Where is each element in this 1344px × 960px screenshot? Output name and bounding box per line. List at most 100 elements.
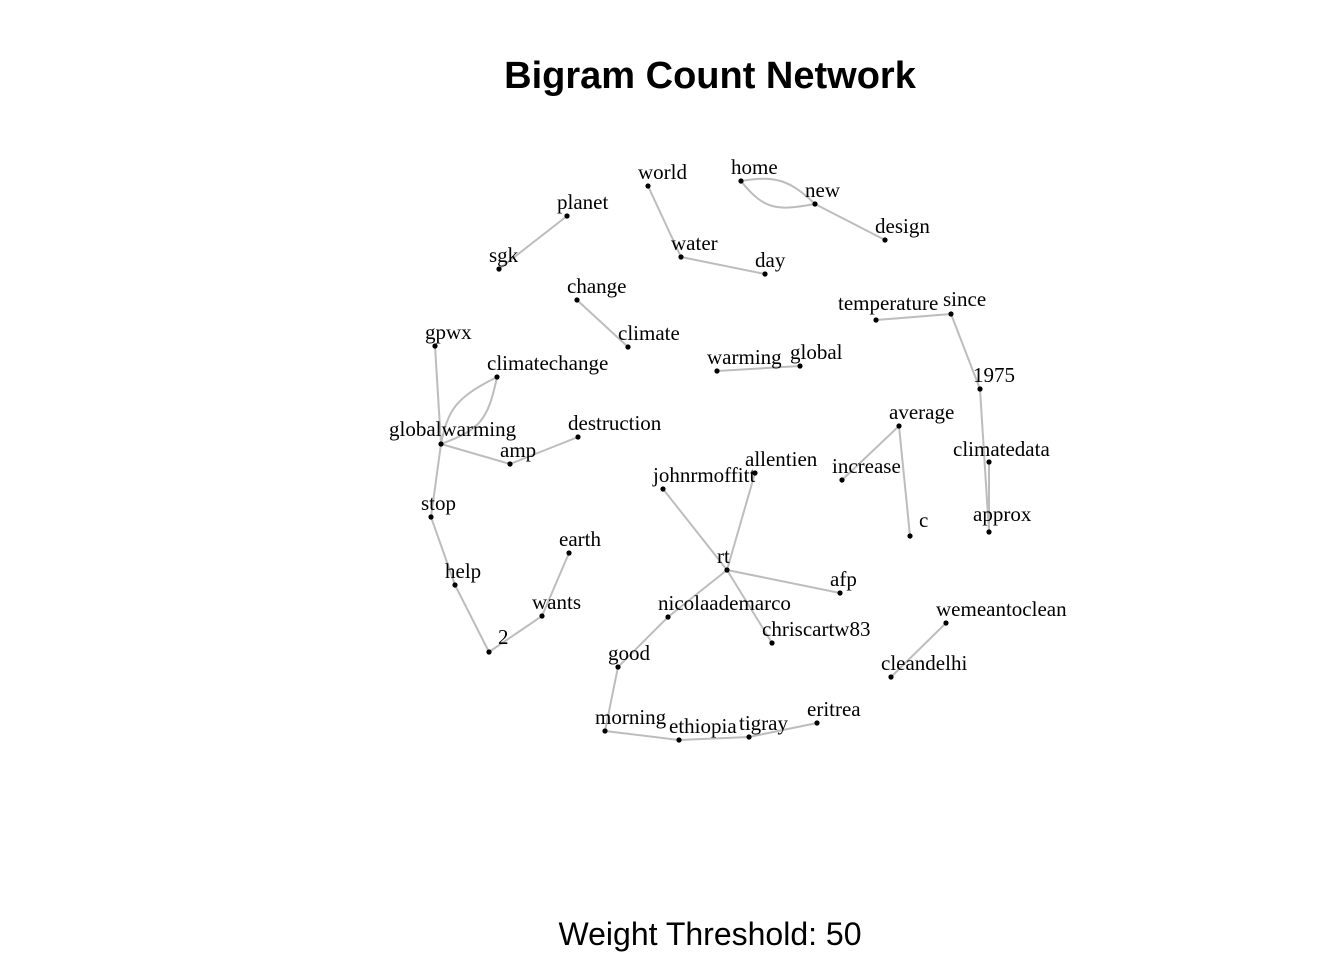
node-label-cleandelhi: cleandelhi — [881, 651, 967, 675]
node-global — [797, 363, 803, 369]
node-wants — [539, 613, 545, 619]
node-ethiopia — [676, 737, 682, 743]
node-label-tigray: tigray — [739, 711, 788, 735]
node-globalwarming — [438, 441, 444, 447]
node-day — [762, 271, 768, 277]
edge-wemeantoclean-cleandelhi — [890, 622, 947, 678]
edge-planet-sgk — [498, 215, 568, 270]
node-label-ethiopia: ethiopia — [669, 714, 737, 738]
edge-world-water — [647, 185, 682, 258]
node-johnrmoffitt — [660, 486, 666, 492]
node-2 — [486, 649, 492, 655]
edge-average-c — [898, 425, 911, 537]
edge-temperature-since — [875, 313, 952, 321]
node-label-stop: stop — [421, 491, 456, 515]
node-label-increase: increase — [832, 454, 901, 478]
node-new — [812, 201, 818, 207]
edge-rt-chriscartw83 — [726, 569, 773, 644]
edge-stop-help — [430, 516, 456, 586]
node-label-climate: climate — [618, 321, 680, 345]
node-change — [574, 297, 580, 303]
node-label-approx: approx — [973, 502, 1032, 526]
node-temperature — [873, 317, 879, 323]
node-label-water: water — [671, 231, 718, 255]
node-label-average: average — [889, 400, 954, 424]
edge-globalwarming-climatechange — [440, 376, 498, 445]
node-label-morning: morning — [595, 705, 667, 729]
node-help — [452, 582, 458, 588]
edge-rt-nicolaademarco — [667, 569, 728, 618]
node-label-planet: planet — [557, 190, 608, 214]
node-wemeantoclean — [943, 620, 949, 626]
node-label-good: good — [608, 641, 651, 665]
node-climatedata — [986, 459, 992, 465]
edge-ethiopia-tigray — [678, 736, 750, 741]
node-label-climatechange: climatechange — [487, 351, 608, 375]
edge-help-2 — [454, 584, 490, 653]
node-label-1975: 1975 — [973, 363, 1015, 387]
node-design — [882, 237, 888, 243]
node-label-sgk: sgk — [489, 243, 519, 267]
edge-2-wants — [488, 615, 543, 653]
node-afp — [837, 590, 843, 596]
edge-since-1975 — [950, 313, 981, 390]
node-since — [948, 311, 954, 317]
node-warming — [714, 368, 720, 374]
node-allentien — [752, 470, 758, 476]
node-label-warming: warming — [707, 345, 782, 369]
edge-average-increase — [841, 425, 900, 481]
edge-morning-ethiopia — [604, 730, 680, 741]
node-climate — [625, 344, 631, 350]
edge-globalwarming-amp — [440, 443, 511, 465]
node-1975 — [977, 386, 983, 392]
node-nicolaademarco — [665, 614, 671, 620]
node-label-help: help — [445, 559, 481, 583]
node-label-day: day — [755, 248, 786, 272]
node-world — [645, 183, 651, 189]
node-earth — [566, 550, 572, 556]
node-sgk — [496, 266, 502, 272]
node-label-wants: wants — [532, 590, 581, 614]
node-water — [678, 254, 684, 260]
edge-johnrmoffitt-rt — [662, 488, 728, 571]
node-cleandelhi — [888, 674, 894, 680]
node-label-chriscartw83: chriscartw83 — [762, 617, 870, 641]
node-label-afp: afp — [830, 567, 857, 591]
node-label-earth: earth — [559, 527, 601, 551]
edge-globalwarming-stop — [430, 443, 442, 518]
node-label-change: change — [567, 274, 626, 298]
node-label-eritrea: eritrea — [807, 697, 861, 721]
node-rt — [724, 567, 730, 573]
node-home — [738, 178, 744, 184]
node-approx — [986, 529, 992, 535]
node-increase — [839, 477, 845, 483]
node-planet — [564, 213, 570, 219]
edge-change-climate — [576, 299, 629, 348]
node-average — [896, 423, 902, 429]
node-label-gpwx: gpwx — [425, 320, 472, 344]
edge-1975-approx — [979, 388, 990, 533]
node-chriscartw83 — [769, 640, 775, 646]
node-label-global: global — [790, 340, 843, 364]
weight-threshold-caption: Weight Threshold: 50 — [558, 916, 862, 952]
edge-tigray-eritrea — [748, 722, 818, 738]
node-climatechange — [494, 374, 500, 380]
node-label-amp: amp — [500, 438, 536, 462]
node-c — [907, 533, 913, 539]
node-label-world: world — [638, 160, 687, 184]
edge-amp-destruction — [509, 436, 579, 465]
node-destruction — [575, 434, 581, 440]
edge-allentien-rt — [726, 472, 756, 571]
chart-title: Bigram Count Network — [504, 55, 916, 97]
edge-water-day — [680, 256, 766, 275]
node-label-rt: rt — [717, 544, 730, 568]
node-tigray — [746, 734, 752, 740]
node-label-since: since — [943, 287, 986, 311]
label-layer: world home new design planet sgk water day chang… — [389, 155, 1067, 738]
node-good — [615, 664, 621, 670]
edge-nicolaademarco-good — [617, 616, 669, 668]
edge-layer — [430, 177, 990, 741]
node-morning — [602, 728, 608, 734]
node-label-2: 2 — [498, 625, 509, 649]
